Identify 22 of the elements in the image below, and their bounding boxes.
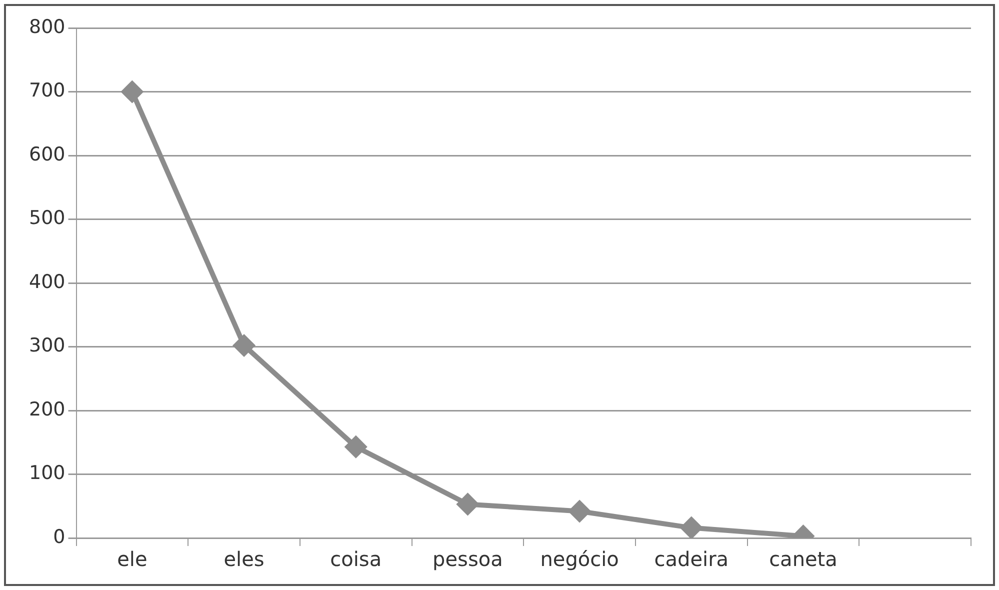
y-tick-label: 0 <box>53 526 66 548</box>
y-tick-label: 800 <box>29 16 66 38</box>
y-tick-label: 600 <box>29 143 66 166</box>
x-tick-label: negócio <box>540 547 619 572</box>
y-tick-label: 300 <box>29 334 66 357</box>
y-tick-label: 500 <box>29 207 66 230</box>
x-tick-label: coisa <box>330 547 382 572</box>
point <box>457 494 478 515</box>
y-tick-label: 700 <box>29 80 66 102</box>
x-tick-label: eles <box>224 547 264 572</box>
point <box>680 517 702 538</box>
x-tick-label: pessoa <box>432 547 503 572</box>
point <box>122 81 143 102</box>
y-tick-label: 400 <box>29 270 66 293</box>
point <box>234 334 255 356</box>
x-tick-label: ele <box>117 547 148 572</box>
y-tick-label: 200 <box>29 398 66 420</box>
point <box>569 500 590 522</box>
x-tick-label: caneta <box>769 547 838 572</box>
x-tick-label: cadeira <box>654 547 729 572</box>
point <box>345 436 366 458</box>
y-tick-label: 100 <box>29 462 66 484</box>
